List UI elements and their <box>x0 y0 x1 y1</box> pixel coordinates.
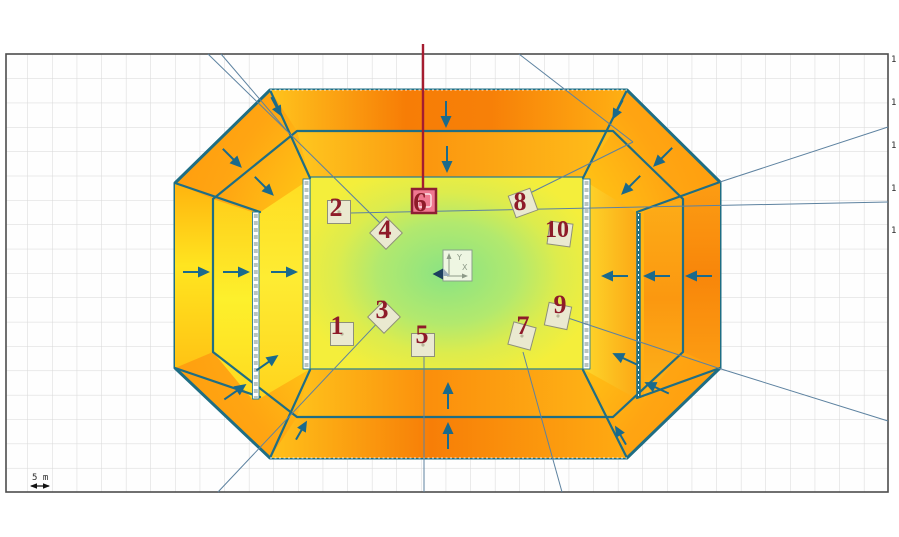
scale-arrow-left-icon <box>30 483 37 489</box>
sensor-marker-1[interactable] <box>330 322 354 346</box>
sensor-marker-9[interactable] <box>543 301 573 331</box>
marker-label-8: 8 <box>514 187 527 216</box>
sensor-markers <box>327 187 574 357</box>
marker-label-2: 2 <box>330 193 343 222</box>
roof-band-top-outer <box>270 90 627 131</box>
roof-band-top-inner <box>297 131 613 178</box>
origin-shadow <box>443 268 450 276</box>
roof-band-left-inner <box>259 179 310 399</box>
marker-label-6: 6 <box>413 187 427 217</box>
scale-bar: 5 m <box>30 473 50 489</box>
sensor-marker-numbers: 1 2 3 4 5 6 7 8 9 10 <box>330 187 570 349</box>
edge-label: 1 <box>891 184 896 194</box>
marker-label-9: 9 <box>554 290 567 319</box>
roof-band-right-inner <box>583 180 637 399</box>
sensor-marker-6-selected[interactable] <box>410 187 438 215</box>
sensor-marker-5[interactable] <box>411 333 435 357</box>
sensor-marker-3[interactable] <box>367 300 401 334</box>
marker-label-4: 4 <box>379 215 392 244</box>
marker-label-7: 7 <box>517 311 530 340</box>
y-axis-label: Y <box>456 253 462 262</box>
edge-label: 1 <box>891 141 896 151</box>
marker-label-1: 1 <box>331 311 344 340</box>
edge-label: 1 <box>891 98 896 108</box>
roof-band-left-outer <box>175 183 213 368</box>
roof-edge-dashes <box>270 89 627 459</box>
sensor-marker-2[interactable] <box>327 200 351 224</box>
drawing-border <box>5 53 889 493</box>
roof-band-left-middle <box>213 199 252 399</box>
sensor-marker-8[interactable] <box>507 187 539 219</box>
edge-tick-labels: 1 1 1 1 1 <box>891 55 896 236</box>
sensor-marker-7[interactable] <box>507 321 537 351</box>
building-structure <box>173 88 722 460</box>
sensor-marker-10[interactable] <box>546 220 574 248</box>
flow-arrows <box>183 96 712 449</box>
edge-label: 1 <box>891 226 896 236</box>
scale-label: 5 m <box>32 473 48 483</box>
roof-band-right-middle <box>644 199 683 399</box>
marker-label-10: 10 <box>545 217 569 243</box>
sensor-marker-4[interactable] <box>369 216 403 250</box>
scale-arrow-right-icon <box>43 483 50 489</box>
x-axis-label: X <box>462 263 468 272</box>
skylight-strips <box>252 178 641 400</box>
marker-label-3: 3 <box>376 295 389 324</box>
origin-axis-widget[interactable]: Y X <box>432 249 473 282</box>
roof-band-bottom-inner <box>297 370 613 417</box>
origin-direction-icon <box>432 268 443 280</box>
y-axis-arrow-icon <box>446 253 452 259</box>
x-axis-arrow-icon <box>462 273 468 279</box>
roof-band-divider <box>211 129 685 419</box>
edge-label: 1 <box>891 55 896 65</box>
marker-label-5: 5 <box>416 320 429 349</box>
leader-lines <box>207 53 889 493</box>
